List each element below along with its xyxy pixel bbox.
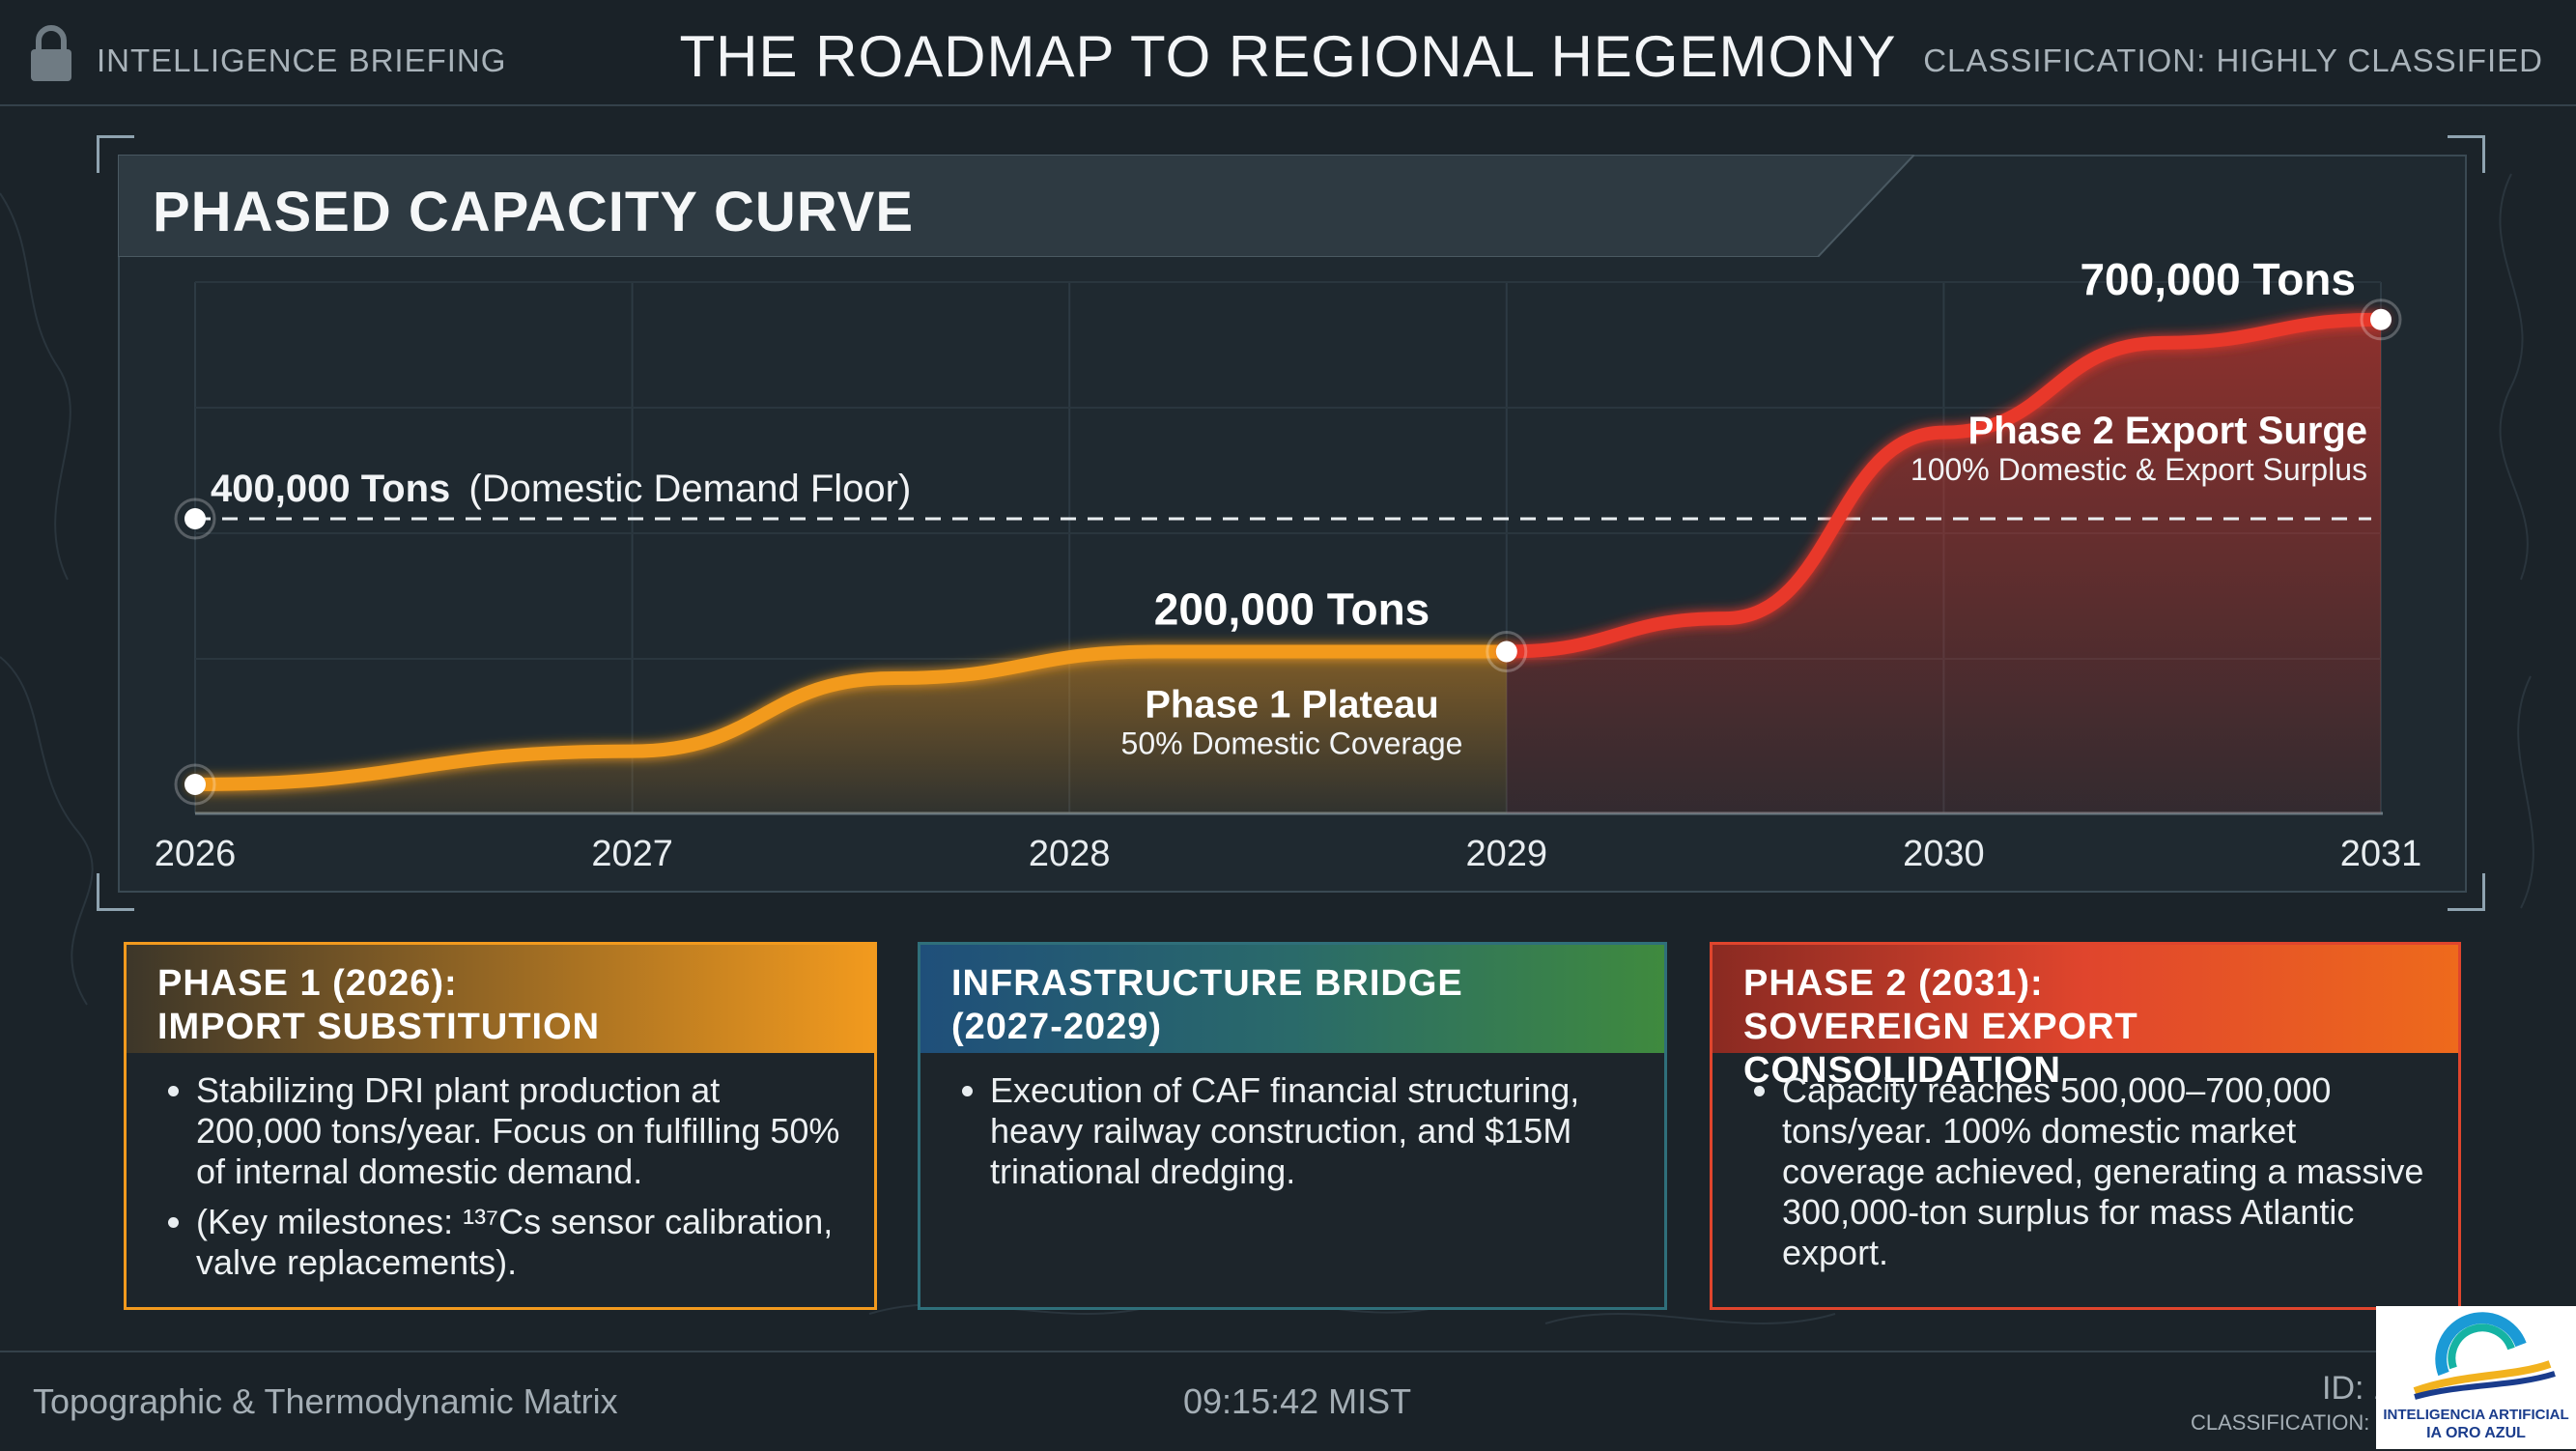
phase1-card: PHASE 1 (2026): IMPORT SUBSTITUTION Stab… <box>124 942 877 1310</box>
reference-value: 400,000 Tons <box>211 468 450 510</box>
logo: INTELIGENCIA ARTIFICIAL IA ORO AZUL <box>2376 1306 2576 1449</box>
list-item: (Key milestones: ¹³⁷Cs sensor calibratio… <box>196 1202 847 1283</box>
top-bar <box>0 0 2576 106</box>
lock-icon <box>31 25 71 81</box>
phase2-card-title: PHASE 2 (2031): SOVEREIGN EXPORT CONSOLI… <box>1743 963 2138 1091</box>
phase2-card-body: Capacity reaches 500,000–700,000 tons/ye… <box>1745 1070 2431 1283</box>
logo-mark-icon <box>2413 1312 2556 1400</box>
x-tick-label: 2030 <box>1903 834 1985 874</box>
phase1-value-label: 200,000 Tons <box>1154 584 1430 635</box>
phase2-card: PHASE 2 (2031): SOVEREIGN EXPORT CONSOLI… <box>1710 942 2461 1310</box>
data-point-halo <box>174 498 216 540</box>
data-point-halo <box>174 763 216 806</box>
logo-line1: INTELIGENCIA ARTIFICIAL <box>2383 1407 2569 1423</box>
capacity-chart: 2026 2027 2028 2029 2030 2031 400,000 To… <box>155 254 2422 874</box>
phase2-area <box>1506 319 2381 813</box>
reference-line-label: 400,000 Tons (Domestic Demand Floor) <box>211 468 911 510</box>
classification-label: CLASSIFICATION: HIGHLY CLASSIFIED <box>1923 43 2543 78</box>
list-item: Execution of CAF financial structuring, … <box>990 1070 1637 1192</box>
phase2-title-label: Phase 2 Export Surge <box>1968 410 2367 452</box>
x-tick-label: 2027 <box>591 834 673 874</box>
infrastructure-card-header <box>920 945 1664 1053</box>
data-point-halo <box>1486 631 1528 672</box>
data-point <box>2370 308 2392 330</box>
chart-title: PHASED CAPACITY CURVE <box>153 181 915 243</box>
page-title: THE ROADMAP TO REGIONAL HEGEMONY <box>679 24 1897 89</box>
infrastructure-card-body: Execution of CAF financial structuring, … <box>953 1070 1637 1202</box>
list-item: Stabilizing DRI plant production at 200,… <box>196 1070 847 1192</box>
phase2-value-label: 700,000 Tons <box>2080 254 2356 304</box>
footer-bar <box>0 1351 2576 1451</box>
reference-note: (Domestic Demand Floor) <box>468 468 911 510</box>
chart-title-bar <box>118 155 1914 257</box>
data-point <box>184 508 206 529</box>
phase2-line <box>1499 312 2388 659</box>
phase1-card-header <box>127 945 874 1053</box>
phase1-card-body: Stabilizing DRI plant production at 200,… <box>159 1070 847 1293</box>
infrastructure-card-title: INFRASTRUCTURE BRIDGE (2027-2029) <box>951 963 1463 1047</box>
data-point <box>184 774 206 795</box>
briefing-label: INTELLIGENCE BRIEFING <box>97 43 507 78</box>
phase1-card-title: PHASE 1 (2026): IMPORT SUBSTITUTION <box>157 963 601 1047</box>
x-tick-label: 2031 <box>2340 834 2422 874</box>
footer-matrix-label: Topographic & Thermodynamic Matrix <box>33 1381 618 1421</box>
phase1-sub-label: 50% Domestic Coverage <box>1121 726 1463 761</box>
infrastructure-card: INFRASTRUCTURE BRIDGE (2027-2029) Execut… <box>918 942 1667 1310</box>
data-point-halo <box>2360 299 2402 341</box>
phase2-card-header <box>1713 945 2458 1053</box>
data-point <box>1495 640 1517 663</box>
footer-classification: CLASSIFICATION: I <box>2191 1410 2382 1435</box>
phase1-title-label: Phase 1 Plateau <box>1145 684 1439 726</box>
x-tick-label: 2028 <box>1029 834 1111 874</box>
x-tick-label: 2029 <box>1466 834 1548 874</box>
list-item: Capacity reaches 500,000–700,000 tons/ye… <box>1782 1070 2431 1273</box>
x-tick-label: 2026 <box>155 834 237 874</box>
logo-line2: IA ORO AZUL <box>2426 1425 2526 1441</box>
footer-time: 09:15:42 MIST <box>1183 1381 1412 1421</box>
phase1-line <box>188 644 1514 791</box>
phase2-sub-label: 100% Domestic & Export Surplus <box>1911 452 2367 487</box>
phase1-area <box>195 651 1507 813</box>
